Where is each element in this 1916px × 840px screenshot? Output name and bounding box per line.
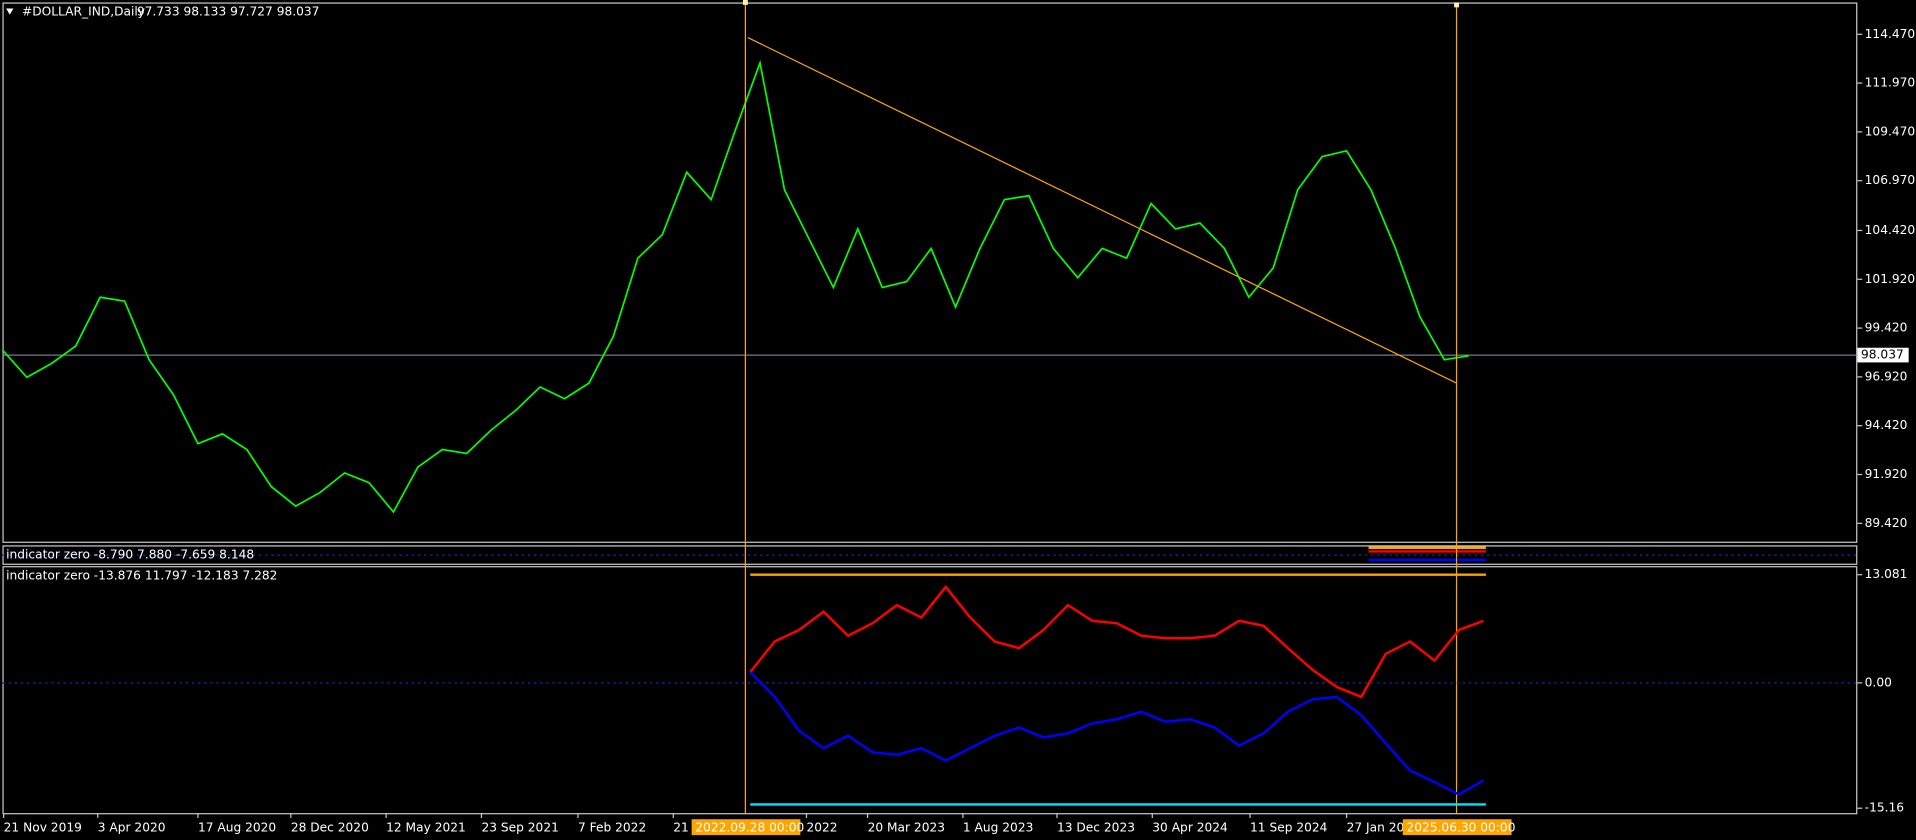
y-tick-label: 101.920: [1865, 272, 1916, 286]
x-tick-label: 30 Apr 2024: [1152, 820, 1228, 834]
y-tick-label: -15.16: [1865, 801, 1904, 815]
x-tick-label: 20 Mar 2023: [868, 820, 945, 834]
y-tick-label: 91.920: [1865, 467, 1908, 481]
x-tick-label: 27 Jan 20: [1347, 820, 1405, 834]
y-tick-label: 96.920: [1865, 369, 1908, 383]
current-price-box: [1857, 347, 1909, 363]
cursor-time-label: 2025.06.30 00:00: [1406, 820, 1515, 834]
x-tick-label: 7 Feb 2022: [578, 820, 646, 834]
y-tick-label: 111.970: [1865, 76, 1916, 90]
cursor-time-box: [1402, 819, 1512, 836]
y-tick-label: 13.081: [1865, 567, 1908, 581]
x-tick-label: 3 Apr 2020: [98, 820, 166, 834]
cursor-time-box: [691, 819, 801, 836]
x-tick-label: 13 Dec 2023: [1057, 820, 1135, 834]
y-tick-label: 99.420: [1865, 321, 1908, 335]
x-tick-label: 12 May 2021: [386, 820, 466, 834]
x-tick-label: 1 Aug 2023: [963, 820, 1033, 834]
cursor-handle: [1454, 2, 1459, 8]
x-tick-label: 17 Aug 2020: [198, 820, 276, 834]
collapse-triangle[interactable]: [6, 8, 14, 15]
y-tick-label: 94.420: [1865, 418, 1908, 432]
indicator-line: [749, 584, 1484, 699]
indicator-2-title: indicator zero -13.876 11.797 -12.183 7.…: [6, 568, 277, 582]
x-tick-label: 21 Nov 2019: [4, 820, 82, 834]
price-line: [1, 59, 1469, 514]
indicator-panel-2: [2, 566, 1858, 815]
symbol-title: #DOLLAR_IND,Daily: [22, 5, 145, 19]
x-tick-label: 11 Sep 2024: [1250, 820, 1328, 834]
y-tick-label: 114.470: [1865, 27, 1916, 41]
current-price-label: 98.037: [1861, 348, 1904, 362]
indicator-1-title: indicator zero -8.790 7.880 -7.659 8.148: [6, 548, 254, 562]
y-tick-label: 89.420: [1865, 516, 1908, 530]
x-tick-label: 28 Dec 2020: [291, 820, 369, 834]
ohlc-values: 97.733 98.133 97.727 98.037: [137, 5, 320, 19]
y-tick-label: 104.420: [1865, 223, 1916, 237]
cursor-handle: [742, 0, 748, 5]
indicator-line: [749, 671, 1485, 796]
y-tick-label: 0.00: [1865, 675, 1892, 689]
y-tick-label: 109.470: [1865, 124, 1916, 138]
y-tick-label: 106.970: [1865, 173, 1916, 187]
x-tick-label: 2022: [806, 820, 837, 834]
x-tick-label: 21: [673, 820, 689, 834]
x-tick-label: 23 Sep 2021: [481, 820, 558, 834]
main-panel: [2, 2, 1858, 543]
trendline: [747, 37, 1457, 384]
cursor-time-label: 2022.09.28 00:00: [695, 820, 804, 834]
